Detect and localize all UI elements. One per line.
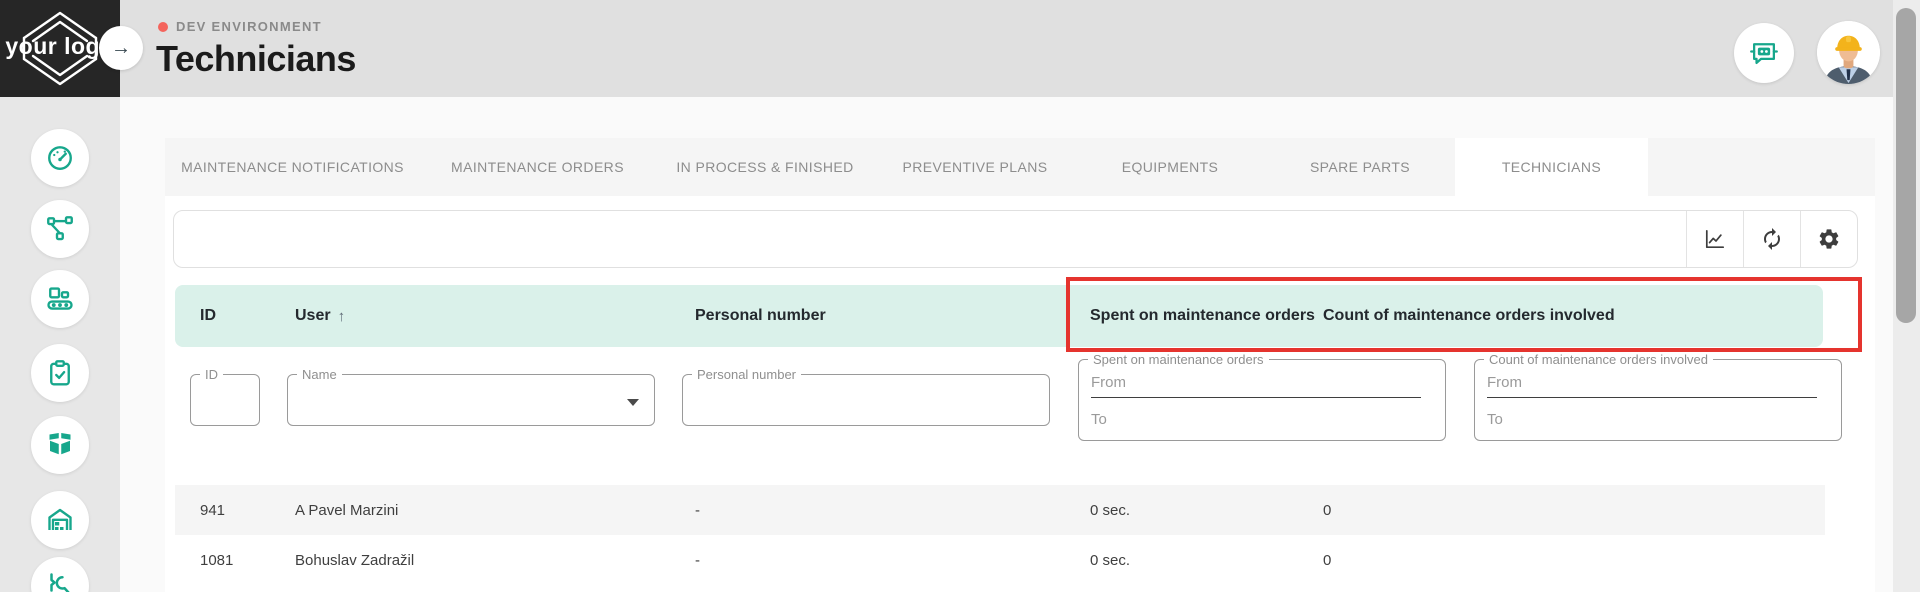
worker-avatar-icon: [1817, 21, 1880, 84]
warehouse-icon: [48, 508, 72, 530]
filter-spent-from-input[interactable]: [1091, 368, 1421, 398]
page-title: Technicians: [156, 38, 356, 79]
sidebar-collapse-button[interactable]: →: [99, 26, 143, 70]
tab-maintenance-orders[interactable]: MAINTENANCE ORDERS: [420, 138, 655, 196]
filter-count-range-field: Count of maintenance orders involved: [1474, 352, 1842, 441]
topbar: your logo → DEV ENVIRONMENT Technicians: [0, 0, 1920, 97]
cell-id: 1081: [200, 551, 234, 569]
logo-text: your logo: [5, 33, 115, 59]
sidebar-item-maintenance[interactable]: [31, 557, 89, 592]
tab-in-process-finished[interactable]: IN PROCESS & FINISHED: [655, 138, 875, 196]
sidebar-item-spare-parts[interactable]: [31, 416, 89, 474]
filter-spent-label: Spent on maintenance orders: [1088, 352, 1269, 367]
chatbot-button[interactable]: [1734, 23, 1794, 83]
refresh-icon: [1764, 228, 1780, 250]
cell-user: A Pavel Marzini: [295, 501, 399, 519]
sort-ascending-icon[interactable]: ↑: [337, 307, 346, 325]
column-header-spent[interactable]: Spent on maintenance orders: [1090, 285, 1315, 347]
cell-count: 0: [1323, 501, 1332, 519]
filter-spent-range-field: Spent on maintenance orders: [1078, 352, 1446, 441]
conveyor-icon: [47, 287, 73, 310]
column-header-id[interactable]: ID: [200, 285, 216, 347]
sidebar-item-production[interactable]: [31, 270, 89, 328]
tab-equipments[interactable]: EQUIPMENTS: [1075, 138, 1265, 196]
cell-user: Bohuslav Zadražil: [295, 551, 415, 569]
open-box-icon: [49, 433, 71, 455]
environment-label: DEV ENVIRONMENT: [176, 19, 322, 34]
chart-icon: [1705, 229, 1725, 249]
column-header-count[interactable]: Count of maintenance orders involved: [1323, 285, 1615, 347]
filter-id-field: ID: [190, 367, 260, 426]
filter-name-field: Name: [287, 367, 655, 426]
column-header-label: Spent on maintenance orders: [1090, 307, 1315, 324]
robot-chat-icon: [1750, 43, 1778, 64]
tab-technicians[interactable]: TECHNICIANS: [1455, 138, 1648, 196]
refresh-button[interactable]: [1743, 211, 1800, 267]
column-header-personal-number[interactable]: Personal number: [695, 285, 826, 347]
dashboard-gauge-icon: [48, 146, 72, 170]
cell-spent: 0 sec.: [1090, 501, 1131, 519]
environment-dot-icon: [158, 21, 168, 32]
tab-spare-parts[interactable]: SPARE PARTS: [1265, 138, 1455, 196]
filter-count-label: Count of maintenance orders involved: [1484, 352, 1713, 367]
filter-count-to-input[interactable]: [1487, 404, 1817, 434]
workflow-icon: [47, 216, 73, 241]
table-row[interactable]: 941 A Pavel Marzini - 0 sec. 0: [175, 485, 1825, 535]
sidebar-item-dashboard[interactable]: [31, 129, 89, 187]
filter-count-from-input[interactable]: [1487, 368, 1817, 398]
cell-count: 0: [1323, 551, 1332, 569]
tools-icon: [50, 573, 70, 592]
chart-view-button[interactable]: [1686, 211, 1743, 267]
arrow-right-icon: →: [111, 36, 131, 59]
filter-name-input[interactable]: [288, 375, 654, 425]
sidebar-item-tasks[interactable]: [31, 344, 89, 402]
user-avatar[interactable]: [1817, 21, 1880, 84]
filter-id-input[interactable]: [191, 375, 259, 425]
cell-personal-number: -: [695, 501, 700, 519]
tab-bar: MAINTENANCE NOTIFICATIONS MAINTENANCE OR…: [165, 138, 1875, 196]
column-header-label: Count of maintenance orders involved: [1323, 307, 1615, 324]
table-row[interactable]: 1081 Bohuslav Zadražil - 0 sec. 0: [175, 535, 1825, 585]
settings-button[interactable]: [1800, 211, 1857, 267]
cell-spent: 0 sec.: [1090, 551, 1131, 569]
column-header-label: Personal number: [695, 307, 826, 324]
column-header-user[interactable]: User ↑: [295, 285, 345, 347]
sidebar: [0, 97, 120, 592]
cell-personal-number: -: [695, 551, 700, 569]
main-content: MAINTENANCE NOTIFICATIONS MAINTENANCE OR…: [120, 97, 1920, 592]
technicians-card: MAINTENANCE NOTIFICATIONS MAINTENANCE OR…: [165, 138, 1875, 592]
scrollbar-thumb[interactable]: [1896, 8, 1916, 323]
filter-personal-number-field: Personal number: [682, 367, 1050, 426]
cell-id: 941: [200, 501, 226, 519]
sidebar-item-warehouse[interactable]: [31, 491, 89, 549]
tab-maintenance-notifications[interactable]: MAINTENANCE NOTIFICATIONS: [165, 138, 420, 196]
table-toolbar: [173, 210, 1858, 268]
column-header-label: ID: [200, 307, 216, 324]
filter-personal-number-input[interactable]: [683, 375, 1049, 425]
scrollbar-track[interactable]: [1893, 0, 1920, 592]
gear-icon: [1819, 229, 1839, 249]
hexagon-logo-icon: [22, 11, 98, 86]
clipboard-check-icon: [50, 360, 70, 386]
environment-indicator: DEV ENVIRONMENT: [158, 19, 322, 34]
tab-preventive-plans[interactable]: PREVENTIVE PLANS: [875, 138, 1075, 196]
filter-spent-to-input[interactable]: [1091, 404, 1421, 434]
sidebar-item-workflow[interactable]: [31, 200, 89, 258]
column-header-label: User: [295, 307, 331, 324]
table-header-row: ID User ↑ Personal number Spent on mainte…: [175, 285, 1823, 347]
